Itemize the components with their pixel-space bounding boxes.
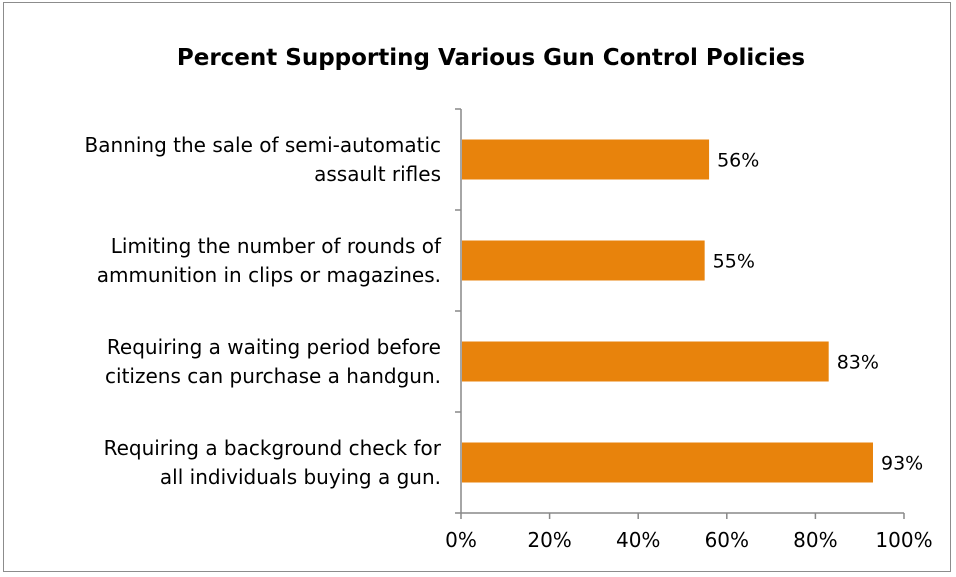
bar-chart: Percent Supporting Various Gun Control P… (85, 45, 933, 552)
category-label: all individuals buying a gun. (160, 465, 441, 489)
x-tick-label: 80% (793, 528, 837, 552)
chart-frame: Percent Supporting Various Gun Control P… (3, 2, 951, 572)
x-tick-label: 20% (527, 528, 571, 552)
category-label: citizens can purchase a handgun. (105, 364, 441, 388)
x-tick-label: 0% (445, 528, 477, 552)
bar (462, 341, 829, 382)
category-label: Banning the sale of semi-automatic (85, 133, 441, 157)
chart-title: Percent Supporting Various Gun Control P… (177, 45, 805, 71)
category-label: Limiting the number of rounds of (111, 234, 442, 258)
data-label: 93% (881, 453, 923, 475)
labels: 0% 20% 40% 60% 80% 100% 56% Banning the sale of… (85, 133, 933, 552)
axes (455, 108, 905, 519)
category-label: assault rifles (314, 162, 441, 186)
data-label: 56% (717, 150, 759, 172)
data-label: 83% (837, 352, 879, 374)
bar (462, 442, 873, 483)
x-tick-label: 60% (705, 528, 749, 552)
bar (462, 240, 705, 281)
data-label: 55% (713, 251, 755, 273)
bars (462, 139, 873, 483)
bar (462, 139, 710, 180)
x-tick-label: 100% (875, 528, 932, 552)
category-label: Requiring a waiting period before (107, 335, 441, 359)
x-tick-label: 40% (616, 528, 660, 552)
category-label: Requiring a background check for (104, 436, 442, 460)
category-label: ammunition in clips or magazines. (97, 263, 441, 287)
